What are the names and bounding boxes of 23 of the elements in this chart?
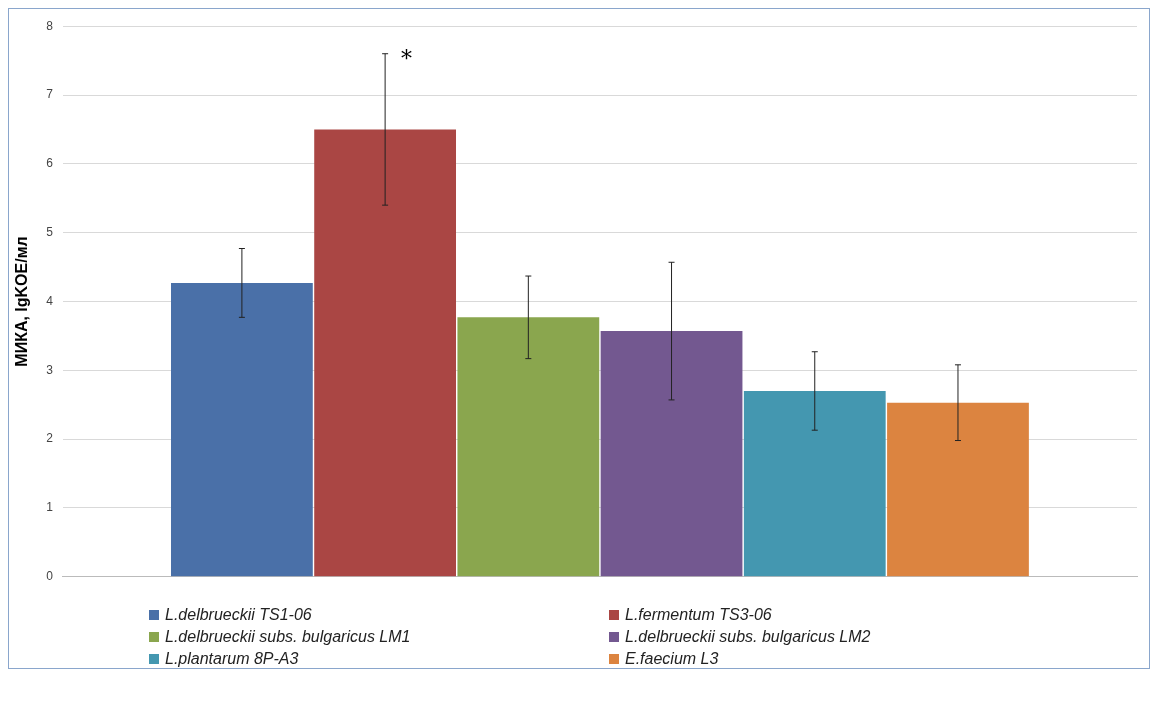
bar [314,129,456,577]
legend-label: L.fermentum TS3-06 [625,606,772,624]
bar [457,317,600,577]
bar [600,331,743,577]
y-tick-label: 4 [46,293,54,308]
y-tick-label: 1 [46,500,54,515]
bar [171,282,313,577]
y-tick-label: 3 [46,362,54,377]
y-tick-label: 2 [46,431,54,446]
bar [887,402,1029,577]
y-axis-title: МИКА, lgKOE/мл [13,236,31,367]
y-tick-label: 5 [46,224,54,239]
legend-label: L.delbrueckii TS1-06 [165,606,312,624]
legend-label: L.delbrueckii subs. bulgaricus LM1 [165,628,411,646]
y-tick-label: 0 [46,569,54,584]
y-tick-label: 7 [46,87,54,102]
legend-label: L.delbrueckii subs. bulgaricus LM2 [625,628,871,646]
legend-label: L.plantarum 8P-A3 [165,650,299,668]
y-tick-label: 6 [46,156,54,171]
y-tick-label: 8 [46,18,54,33]
bar [743,390,886,577]
legend-label: E.faecium L3 [625,650,719,668]
annotation: * [401,46,413,72]
